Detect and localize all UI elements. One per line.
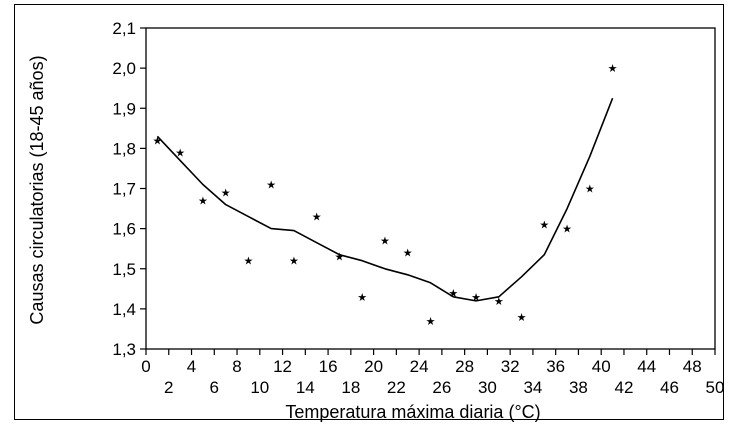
x-tick-label-lower: 34 xyxy=(523,378,542,397)
data-point-star: ★ xyxy=(266,178,276,191)
data-point-star: ★ xyxy=(335,251,345,264)
y-tick-label: 1,8 xyxy=(112,139,136,158)
x-tick-label-lower: 42 xyxy=(614,378,633,397)
data-point-star: ★ xyxy=(426,315,436,328)
data-point-star: ★ xyxy=(380,235,390,248)
data-point-star: ★ xyxy=(152,134,162,147)
chart-frame xyxy=(14,4,724,420)
x-tick-label-upper: 28 xyxy=(455,357,474,376)
y-tick-label: 1,5 xyxy=(112,260,136,279)
x-axis-ticks: 0 4 8 12 16 20 24 28 32 36 40 44 482 6 10 14 18 22 26 30 34 3… xyxy=(141,349,724,397)
data-point-star: ★ xyxy=(608,62,618,75)
y-tick-label: 2,1 xyxy=(112,19,136,38)
data-point-star: ★ xyxy=(403,247,413,260)
data-point-star: ★ xyxy=(243,255,253,268)
data-point-star: ★ xyxy=(494,295,504,308)
plot-area-border xyxy=(145,27,716,350)
data-point-star: ★ xyxy=(539,219,549,232)
x-tick-label-lower: 18 xyxy=(341,378,360,397)
data-point-star: ★ xyxy=(471,291,481,304)
data-point-star: ★ xyxy=(357,291,367,304)
x-tick-label-upper: 36 xyxy=(546,357,565,376)
data-point-star: ★ xyxy=(289,255,299,268)
data-point-star: ★ xyxy=(448,287,458,300)
data-point-star: ★ xyxy=(585,183,595,196)
x-tick-label-upper: 4 xyxy=(187,357,196,376)
x-tick-label-upper: 0 xyxy=(141,357,150,376)
x-tick-label-lower: 10 xyxy=(250,378,269,397)
x-tick-label-lower: 6 xyxy=(210,378,219,397)
x-tick-label-upper: 12 xyxy=(273,357,292,376)
x-tick-label-lower: 50 xyxy=(706,378,725,397)
x-tick-label-upper: 16 xyxy=(319,357,338,376)
data-point-star: ★ xyxy=(312,211,322,224)
y-tick-label: 1,7 xyxy=(112,180,136,199)
chart-axes xyxy=(145,27,716,350)
trend-line xyxy=(156,97,614,302)
x-tick-label-upper: 8 xyxy=(232,357,241,376)
y-tick-label: 1,4 xyxy=(112,300,136,319)
y-tick-label: 1,3 xyxy=(112,340,136,359)
x-tick-label-lower: 26 xyxy=(432,378,451,397)
y-axis-ticks: 1,3 1,4 1,5 1,6 1,7 1,8 1,9 2,0 2,1 xyxy=(112,19,146,359)
data-point-star: ★ xyxy=(221,187,231,200)
y-axis-label: Causas circulatorias (18-45 años) xyxy=(27,55,47,324)
x-tick-label-upper: 24 xyxy=(410,357,429,376)
x-tick-label-upper: 44 xyxy=(637,357,656,376)
data-point-star: ★ xyxy=(198,195,208,208)
x-axis-label: Temperatura máxima diaria (°C) xyxy=(285,402,540,422)
data-point-star: ★ xyxy=(517,311,527,324)
x-tick-label-upper: 48 xyxy=(683,357,702,376)
y-tick-label: 1,9 xyxy=(112,99,136,118)
x-tick-label-lower: 2 xyxy=(164,378,173,397)
y-tick-label: 2,0 xyxy=(112,59,136,78)
chart-marks: ★ ★ ★ ★ ★ ★ ★ ★ ★ ★ ★ ★ ★ ★ ★ ★ ★ ★ ★ ★ ★ xyxy=(152,62,617,328)
data-point-star: ★ xyxy=(175,146,185,159)
x-tick-label-lower: 30 xyxy=(478,378,497,397)
x-tick-label-lower: 14 xyxy=(296,378,315,397)
x-tick-label-lower: 22 xyxy=(387,378,406,397)
data-point-star: ★ xyxy=(562,223,572,236)
x-tick-label-upper: 40 xyxy=(592,357,611,376)
x-tick-label-upper: 20 xyxy=(364,357,383,376)
y-tick-label: 1,6 xyxy=(112,220,136,239)
x-tick-label-lower: 38 xyxy=(569,378,588,397)
x-tick-label-lower: 46 xyxy=(660,378,679,397)
x-tick-label-upper: 32 xyxy=(501,357,520,376)
